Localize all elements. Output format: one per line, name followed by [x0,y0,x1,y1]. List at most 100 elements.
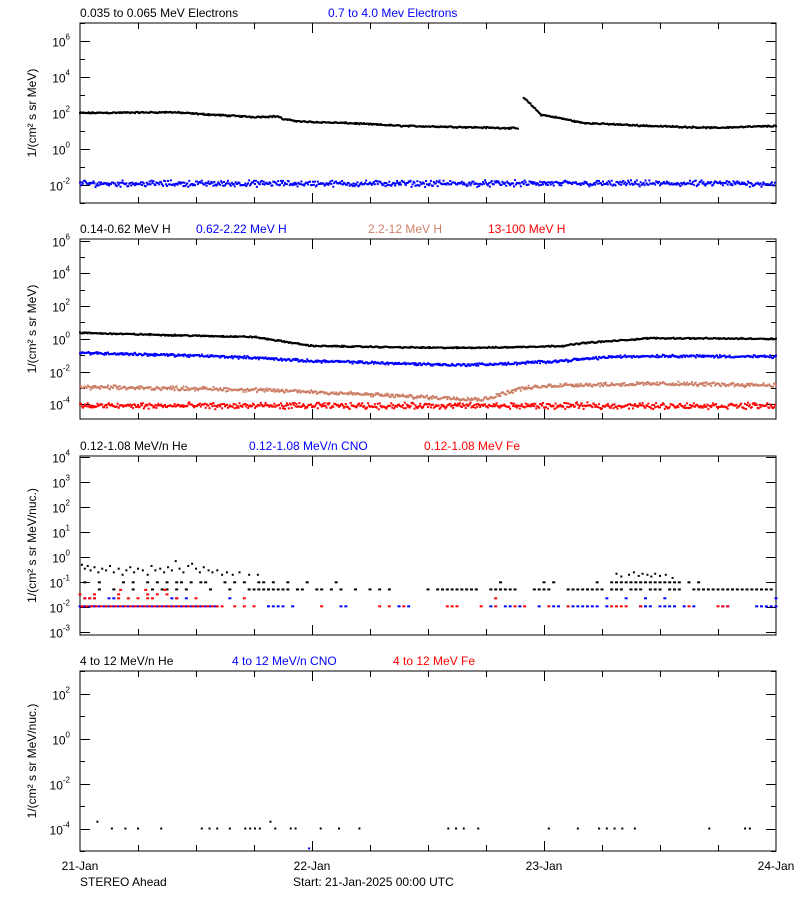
data-point [151,597,154,600]
data-point [173,355,176,358]
data-point [573,385,576,388]
panel-2: 0.14-0.62 MeV H 0.62-2.22 MeV H 2.2-12 MeV… [25,222,777,420]
data-point [494,588,498,591]
data-point [475,364,478,367]
data-point [548,403,551,406]
data-point [114,605,118,608]
data-point [154,403,157,406]
data-point [344,605,348,608]
data-point [623,182,626,185]
data-point [658,605,662,608]
data-point [210,605,214,608]
data-point [545,402,548,405]
data-point [475,403,478,406]
data-point [606,402,609,405]
data-point [733,181,736,184]
data-point [707,180,710,183]
data-point [407,395,410,398]
data-point [303,404,306,407]
data-point [689,406,692,409]
data-point [670,126,673,129]
data-point [154,388,157,391]
data-point [403,401,406,404]
data-point [485,396,487,399]
data-point [383,394,386,397]
data-point [254,387,257,390]
data-point [148,605,152,608]
data-point [482,404,485,407]
data-point [531,180,534,183]
data-point [146,354,149,357]
data-point [454,402,457,405]
data-point [433,396,436,399]
data-point [110,403,113,406]
data-point [636,405,639,408]
data-point [676,383,679,386]
data-point [615,588,618,591]
data-point [335,391,338,394]
data-point [726,407,729,410]
data-point [396,179,399,182]
data-point [113,352,116,355]
data-point [161,405,164,408]
data-point [262,581,266,584]
data-point [415,184,418,187]
data-point [236,355,239,358]
data-point [538,359,541,362]
data-point [678,384,681,387]
data-point [495,180,498,183]
data-point [512,391,515,394]
data-point [405,394,408,397]
data-point [763,354,766,357]
data-point [302,403,305,406]
data-point [313,180,316,183]
data-point [476,362,479,365]
data-point [548,360,551,363]
data-point [552,385,555,388]
data-point [465,365,468,368]
data-point [514,389,517,392]
data-point [542,588,546,591]
data-point [381,361,384,364]
data-point [762,382,765,385]
data-point [601,183,603,186]
data-point [223,355,226,358]
data-point [230,355,233,358]
data-point [314,185,317,188]
data-point [165,588,169,591]
data-point [405,403,408,406]
data-point [450,183,453,186]
data-point [470,182,473,185]
data-point [317,401,320,404]
data-point [415,397,418,400]
data-point [747,181,750,184]
data-point [201,605,205,608]
data-point [597,406,600,409]
data-point [373,183,376,186]
data-point [731,588,734,591]
data-point [182,405,185,408]
data-point [639,605,643,608]
data-point [753,403,756,406]
data-point [170,605,174,608]
data-point [81,406,84,409]
data-point [688,355,690,358]
data-point [280,389,283,392]
data-point [562,181,565,184]
legend-entry: 0.62-2.22 MeV H [196,222,287,236]
data-point [388,180,391,183]
data-point [688,407,690,410]
data-point [131,588,135,591]
data-point [437,404,440,407]
data-point [323,402,326,405]
data-point [619,354,622,357]
data-point [232,403,235,406]
data-point [503,183,506,186]
data-point [688,182,690,185]
data-point [279,358,282,361]
data-point [615,405,618,408]
data-point [170,388,173,391]
data-point [702,356,705,359]
data-point [688,403,691,406]
